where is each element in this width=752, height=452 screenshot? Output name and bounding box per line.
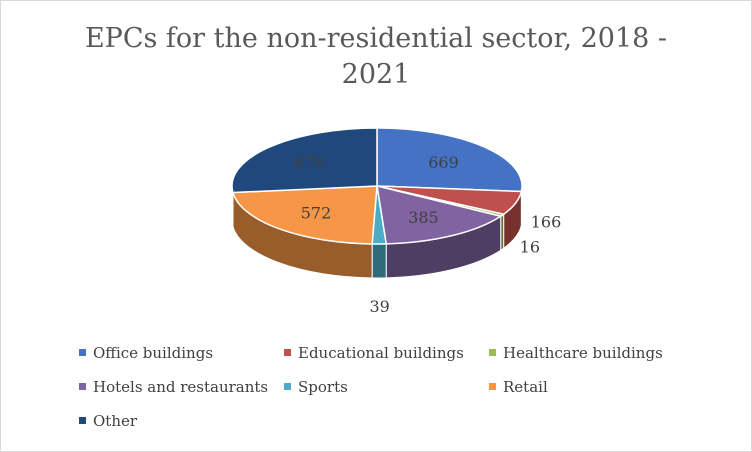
legend-item-retail: Retail (489, 377, 548, 397)
data-label-sports: 39 (369, 297, 389, 316)
legend-label: Hotels and restaurants (93, 378, 269, 396)
legend-label: Office buildings (93, 344, 214, 362)
slice-other (231, 127, 378, 194)
legend-item-other: Other (79, 411, 137, 431)
legend-key-other (79, 417, 86, 424)
slice-hotels-and-restaurants (376, 185, 503, 245)
legend-key-healthcare-buildings (489, 349, 496, 356)
slice-retail (231, 185, 378, 245)
legend-key-office-buildings (79, 349, 86, 356)
legend-label: Other (93, 412, 138, 430)
legend-item-office-buildings: Office buildings (79, 343, 213, 363)
legend-key-sports (284, 383, 291, 390)
legend-key-retail (489, 383, 496, 390)
legend-label: Sports (298, 378, 348, 396)
legend-label: Educational buildings (298, 344, 464, 362)
legend-item-hotels-and-restaurants: Hotels and restaurants (79, 377, 268, 397)
data-label-hotels-and-restaurants: 385 (408, 208, 439, 227)
legend-item-healthcare-buildings: Healthcare buildings (489, 343, 663, 363)
legend-label: Retail (503, 378, 548, 396)
data-label-other: 676 (295, 153, 326, 172)
data-label-healthcare-buildings: 16 (520, 238, 540, 257)
legend-key-hotels-and-restaurants (79, 383, 86, 390)
slice-side-sports (371, 243, 387, 279)
legend-item-educational-buildings: Educational buildings (284, 343, 464, 363)
pie-chart: 669 166 16 385 39 572 676 (231, 127, 562, 316)
slice-office-buildings (376, 127, 523, 193)
data-label-retail: 572 (301, 203, 332, 222)
legend-key-educational-buildings (284, 349, 291, 356)
legend-label: Healthcare buildings (503, 344, 663, 362)
chart-title: EPCs for the non-residential sector, 201… (84, 23, 668, 90)
data-label-office-buildings: 669 (428, 153, 459, 172)
data-label-educational-buildings: 166 (531, 213, 562, 232)
legend-item-sports: Sports (284, 377, 348, 397)
